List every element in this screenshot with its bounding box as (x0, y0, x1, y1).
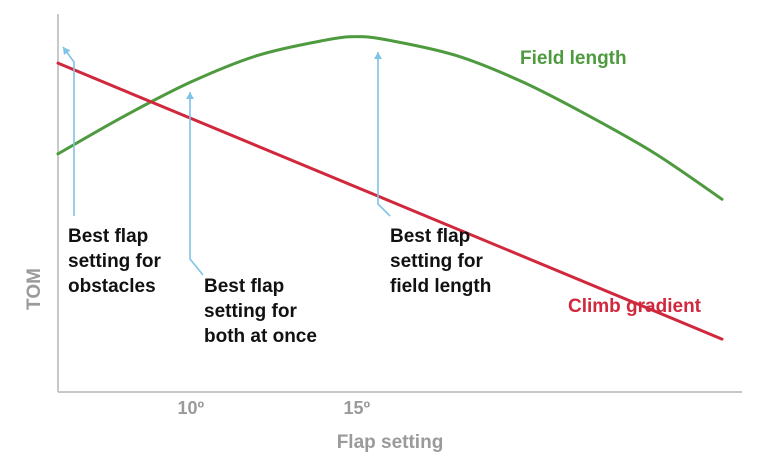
series-line-field-length (56, 35, 724, 201)
annotation-obstacles-line-1: Best flap (68, 226, 148, 247)
annotation-field-length-line-3: field length (390, 276, 491, 297)
x-tick-labels: 10º 15º (177, 398, 370, 418)
annotation-obstacles-line-3: obstacles (68, 276, 156, 297)
annotation-both-line-3: both at once (204, 326, 317, 347)
annotation-both: Best flap setting for both at once (204, 276, 317, 347)
annotation-field-length: Best flap setting for field length (390, 226, 491, 297)
annotation-both-line-1: Best flap (204, 276, 284, 297)
arrow-both (189, 92, 204, 276)
annotation-field-length-line-1: Best flap (390, 226, 470, 247)
annotation-field-length-line-2: setting for (390, 251, 483, 272)
arrow-obstacles-head (63, 47, 71, 56)
y-axis-label: TOM (24, 268, 45, 310)
arrow-obstacles (62, 46, 75, 216)
annotation-arrows (62, 46, 391, 276)
x-axis-label: Flap setting (337, 432, 444, 453)
arrow-field-length (377, 52, 391, 217)
annotation-obstacles: Best flap setting for obstacles (68, 226, 166, 297)
series-lines (56, 35, 724, 341)
series-label-climb-gradient: Climb gradient (568, 296, 702, 317)
arrow-field-length-head (374, 52, 382, 59)
annotation-both-line-2: setting for (204, 301, 297, 322)
x-tick-label-0: 10º (177, 398, 204, 418)
x-tick-label-1: 15º (343, 398, 370, 418)
arrow-both-head (186, 92, 194, 99)
annotation-obstacles-line-2: setting for (68, 251, 161, 272)
series-label-field-length: Field length (520, 48, 627, 69)
series-line-climb-gradient (56, 61, 724, 341)
